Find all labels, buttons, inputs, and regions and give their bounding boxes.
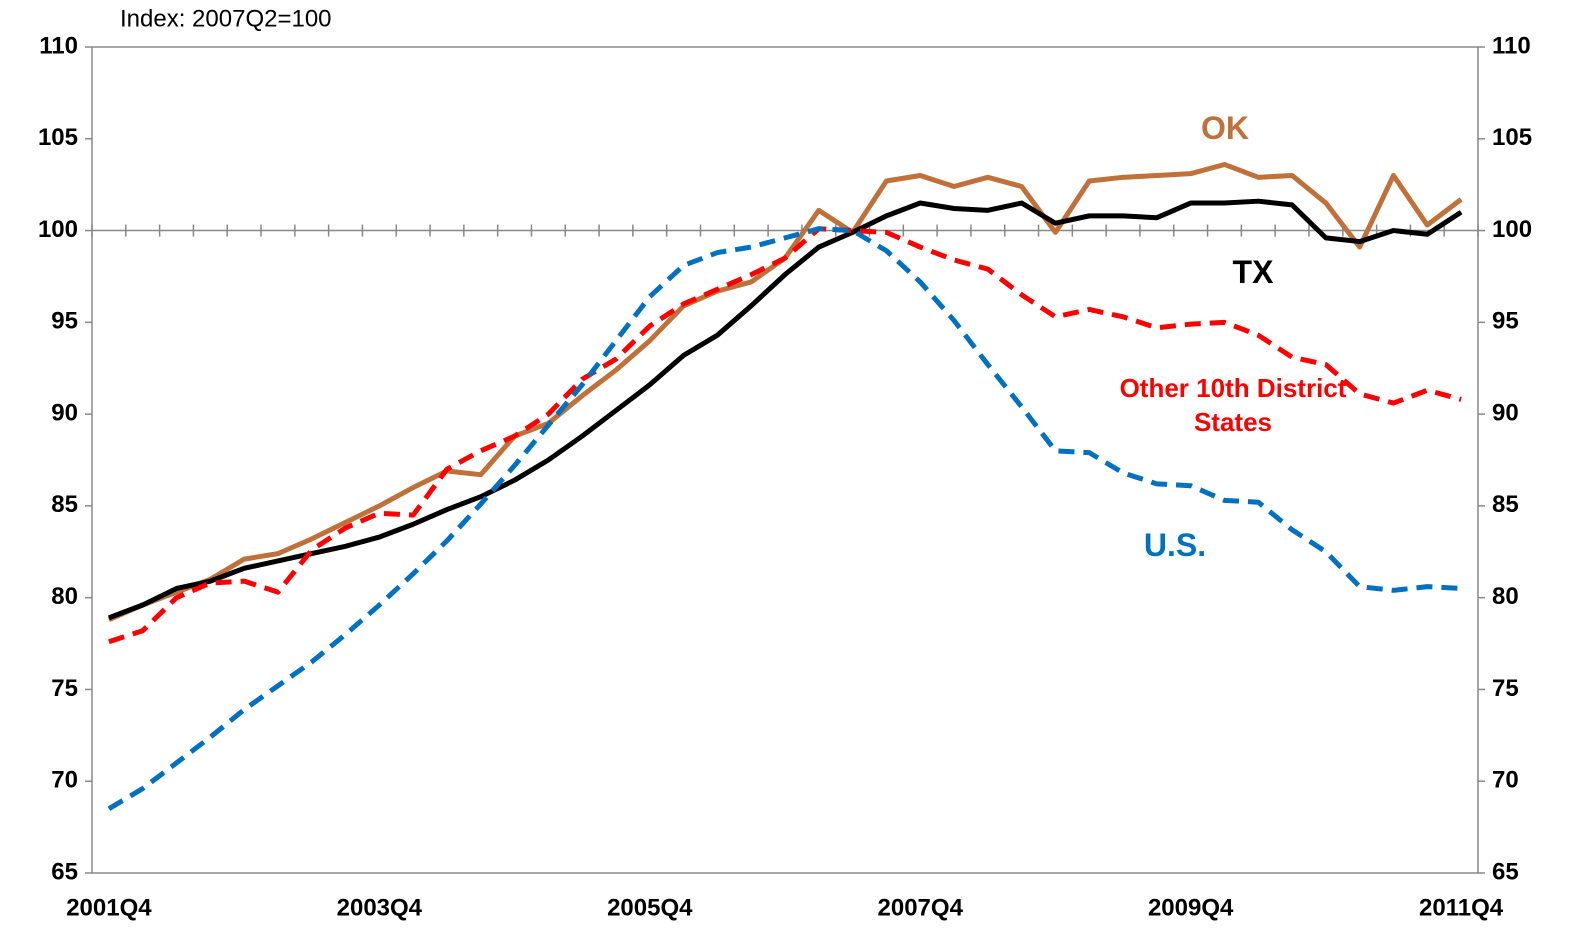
series-line — [108, 198, 1463, 621]
series-label: OK — [1201, 110, 1249, 146]
y-tick-label: 85 — [51, 491, 78, 518]
y-tick-label: 95 — [51, 308, 78, 335]
y-tick-label: 100 — [38, 216, 78, 243]
x-tick-label: 2001Q4 — [66, 894, 152, 921]
y2-tick-label: 65 — [1492, 858, 1519, 885]
series-line — [108, 226, 1462, 645]
plot-frame — [91, 46, 1479, 874]
y2-tick-label: 95 — [1492, 308, 1519, 335]
series-label: TX — [1232, 254, 1274, 290]
y2-tick-label: 90 — [1492, 399, 1519, 426]
y-tick-label: 110 — [39, 32, 78, 59]
series-line — [107, 226, 1462, 811]
y2-tick-label: 85 — [1492, 491, 1519, 518]
y-tick-label: 90 — [51, 399, 78, 426]
x-tick-label: 2009Q4 — [1148, 894, 1234, 921]
series-label: U.S. — [1143, 527, 1207, 563]
y-tick-label: 70 — [51, 767, 78, 794]
y-tick-label: 105 — [38, 124, 78, 151]
y2-tick-label: 70 — [1492, 767, 1519, 794]
series-label: Other 10th District States — [1119, 373, 1347, 437]
y2-tick-label: 105 — [1492, 124, 1532, 151]
y2-tick-label: 100 — [1492, 216, 1532, 243]
x-tick-label: 2005Q4 — [607, 894, 693, 921]
y-tick-label: 65 — [51, 858, 78, 885]
y2-tick-label: 80 — [1492, 583, 1519, 610]
y-tick-label: 75 — [51, 675, 78, 702]
y-axis-label: Index: 2007Q2=100 — [120, 5, 332, 32]
x-tick-label: 2007Q4 — [878, 894, 964, 921]
y-tick-label: 80 — [51, 583, 78, 610]
x-tick-label: 2003Q4 — [337, 894, 423, 921]
x-tick-label: 2011Q4 — [1419, 894, 1504, 921]
y2-tick-label: 110 — [1492, 32, 1531, 59]
y2-tick-label: 75 — [1492, 675, 1519, 702]
